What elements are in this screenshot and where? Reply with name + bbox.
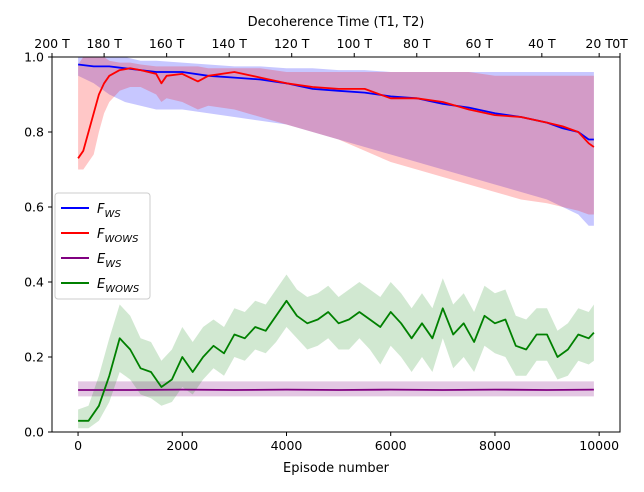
top-tick-label: 200 T	[34, 36, 70, 51]
x-axis-label: Episode number	[283, 461, 390, 476]
y-tick-label: 0.4	[24, 275, 44, 290]
wows-fidelity-legend-label: FWOWS	[97, 227, 139, 245]
top-tick-label: 180 T	[86, 36, 122, 51]
wows-error-band	[78, 274, 594, 429]
ws-fidelity-band	[78, 57, 594, 226]
confidence-bands	[78, 57, 594, 429]
x-tick-label: 10000	[579, 438, 619, 453]
top-tick-label: 160 T	[149, 36, 185, 51]
y-tick-label: 0.8	[24, 125, 44, 140]
y-tick-label: 1.0	[24, 50, 44, 65]
wows-error-legend-label: EWOWS	[97, 277, 140, 295]
legend-box	[54, 192, 151, 300]
ws-error-band	[78, 381, 594, 397]
x-axis: 0 2000 4000 6000 8000 10000	[74, 432, 619, 453]
top-tick-label: 120 T	[274, 36, 310, 51]
top-tick-label: 140 T	[211, 36, 247, 51]
x-tick-label: 0	[74, 438, 82, 453]
y-tick-label: 0.2	[24, 350, 44, 365]
top-axis: 200 T 180 T 160 T 140 T 120 T 100 T 80 T 60 T 40…	[34, 36, 628, 57]
ws-fidelity-legend-label: FWS	[97, 202, 121, 220]
ws-error-legend-label: EWS	[97, 252, 122, 270]
top-tick-label: 40 T	[528, 36, 556, 51]
y-axis: 0.0 0.2 0.4 0.6 0.8 1.0	[24, 50, 52, 440]
top-tick-label: 20 T	[585, 36, 613, 51]
y-tick-label: 0.0	[24, 425, 44, 440]
top-tick-label: 100 T	[337, 36, 373, 51]
y-tick-label: 0.6	[24, 200, 44, 215]
wows-fidelity-line	[77, 67, 595, 159]
x-tick-label: 2000	[166, 438, 198, 453]
top-tick-label: 80 T	[403, 36, 431, 51]
top-axis-label: Decoherence Time (T1, T2)	[248, 15, 425, 30]
x-tick-label: 8000	[479, 438, 511, 453]
wows-error-line	[78, 299, 595, 422]
series-lines	[77, 63, 595, 422]
legend: FWS FWOWS EWS EWOWS	[54, 192, 151, 300]
top-tick-label: 0T	[612, 36, 628, 51]
top-tick-label: 60 T	[466, 36, 494, 51]
x-tick-label: 4000	[271, 438, 303, 453]
x-tick-label: 6000	[375, 438, 407, 453]
wows-fidelity-band	[78, 57, 594, 215]
plot-frame	[51, 56, 621, 433]
